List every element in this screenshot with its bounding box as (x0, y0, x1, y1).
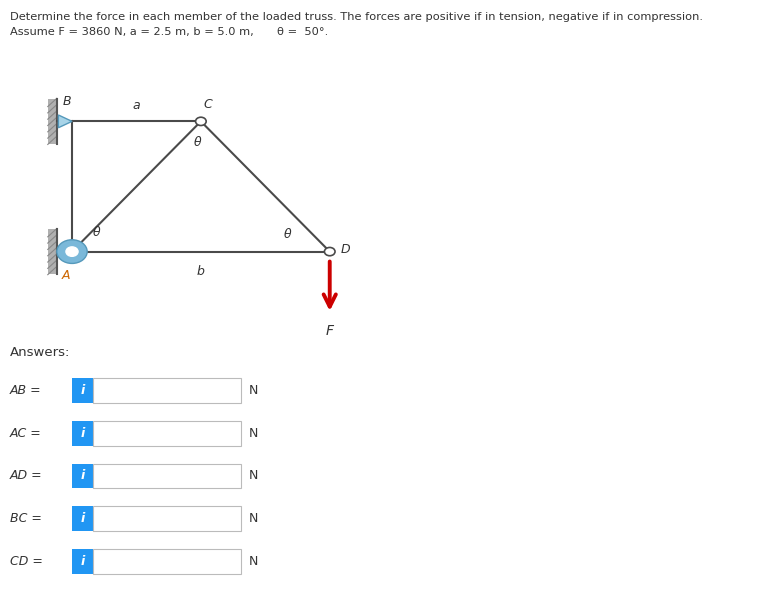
Text: N: N (249, 512, 258, 525)
Text: A: A (61, 269, 70, 282)
FancyBboxPatch shape (72, 421, 93, 446)
Text: C: C (203, 98, 212, 111)
FancyBboxPatch shape (93, 506, 241, 531)
FancyBboxPatch shape (93, 549, 241, 574)
Circle shape (57, 240, 87, 263)
Text: i: i (80, 512, 85, 525)
Text: b: b (197, 265, 205, 278)
Polygon shape (58, 115, 72, 128)
Text: i: i (80, 427, 85, 440)
FancyBboxPatch shape (72, 549, 93, 574)
Text: AC =: AC = (10, 427, 42, 440)
Text: B: B (63, 95, 72, 108)
Text: N: N (249, 384, 258, 397)
Circle shape (66, 247, 78, 256)
Text: N: N (249, 555, 258, 568)
Text: AB =: AB = (10, 384, 42, 397)
Text: i: i (80, 555, 85, 568)
FancyBboxPatch shape (93, 378, 241, 403)
FancyBboxPatch shape (72, 506, 93, 531)
FancyBboxPatch shape (72, 464, 93, 488)
Text: AD =: AD = (10, 469, 42, 482)
Text: Assume F = 3860 N, a = 2.5 m, b = 5.0 m,: Assume F = 3860 N, a = 2.5 m, b = 5.0 m, (10, 27, 257, 37)
Text: D: D (340, 243, 350, 256)
Text: N: N (249, 469, 258, 482)
Text: i: i (80, 469, 85, 482)
Circle shape (324, 247, 335, 256)
Circle shape (196, 117, 206, 126)
Text: Determine the force in each member of the loaded truss. The forces are positive : Determine the force in each member of th… (10, 12, 703, 22)
FancyBboxPatch shape (72, 378, 93, 403)
Text: N: N (249, 427, 258, 440)
Text: Answers:: Answers: (10, 346, 70, 359)
Text: BC =: BC = (10, 512, 42, 525)
Text: θ: θ (93, 226, 101, 239)
FancyBboxPatch shape (93, 421, 241, 446)
Text: θ: θ (284, 228, 292, 241)
Text: a: a (133, 99, 140, 112)
FancyBboxPatch shape (93, 464, 241, 488)
Text: i: i (80, 384, 85, 397)
Text: CD =: CD = (10, 555, 42, 568)
Text: F: F (326, 324, 334, 339)
Bar (48, 229, 57, 274)
Text: θ: θ (193, 136, 201, 149)
Text: θ =  50°.: θ = 50°. (277, 27, 328, 37)
Bar (48, 99, 57, 144)
